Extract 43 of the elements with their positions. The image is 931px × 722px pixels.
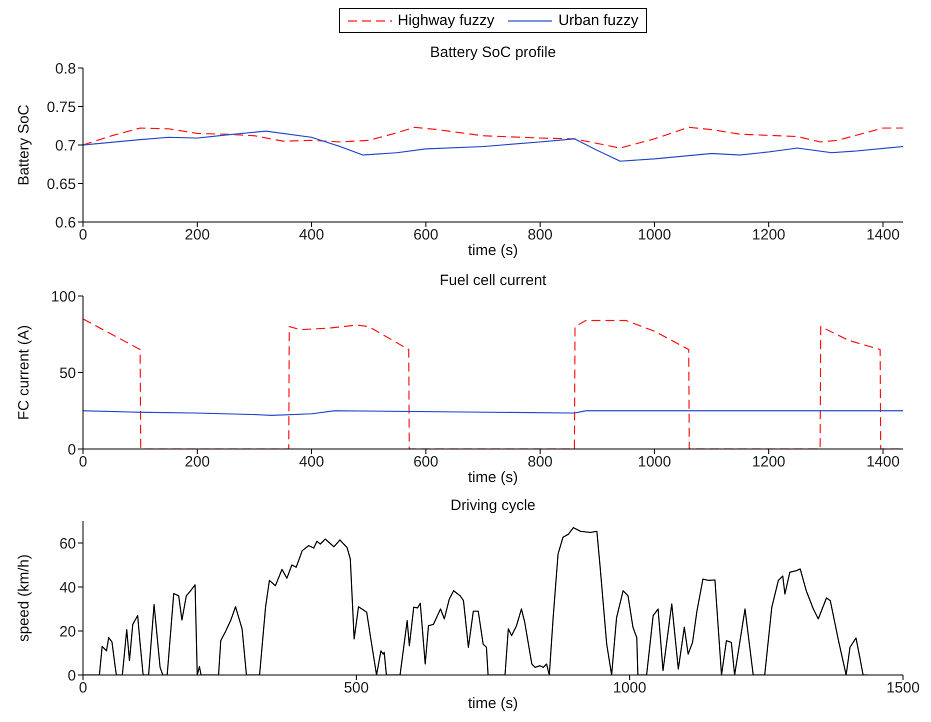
y-axis-title: speed (km/h) bbox=[15, 554, 32, 642]
x-tick-label: 1200 bbox=[752, 226, 786, 244]
x-tick-label: 500 bbox=[344, 680, 369, 697]
y-tick-label: 100 bbox=[50, 288, 76, 306]
y-tick-label: 0 bbox=[68, 667, 76, 684]
y-tick-label: 0.6 bbox=[55, 214, 76, 232]
y-tick-label: 0 bbox=[68, 441, 76, 458]
x-tick-label: 400 bbox=[299, 454, 324, 471]
y-tick-label: 60 bbox=[59, 535, 76, 552]
y-tick-label: 0.7 bbox=[55, 137, 76, 154]
x-tick-label: 1000 bbox=[612, 680, 646, 697]
x-tick-label: 1000 bbox=[638, 454, 672, 471]
x-tick-label: 200 bbox=[184, 454, 210, 471]
y-tick-label: 20 bbox=[59, 623, 76, 640]
y-axis-title: FC current (A) bbox=[15, 324, 32, 420]
x-tick-label: 0 bbox=[78, 226, 88, 244]
x-axis-title: time (s) bbox=[467, 695, 519, 713]
x-tick-label: 800 bbox=[528, 454, 553, 471]
x-tick-label: 600 bbox=[413, 226, 438, 244]
y-tick-label: 40 bbox=[59, 579, 76, 596]
chart-title: Fuel cell current bbox=[438, 272, 548, 289]
x-tick-label: 600 bbox=[413, 454, 438, 471]
x-tick-label: 0 bbox=[78, 454, 88, 471]
y-tick-label: 0.75 bbox=[46, 98, 76, 116]
chart-title: Battery SoC profile bbox=[429, 44, 557, 61]
x-axis-title: time (s) bbox=[467, 469, 519, 487]
x-tick-label: 1400 bbox=[866, 226, 900, 244]
x-tick-label: 1500 bbox=[886, 680, 920, 697]
y-tick-label: 0.8 bbox=[55, 60, 76, 78]
x-tick-label: 0 bbox=[78, 680, 88, 697]
legend-label: Highway fuzzy bbox=[398, 12, 494, 29]
y-tick-label: 0.65 bbox=[46, 176, 76, 193]
chart-title: Driving cycle bbox=[449, 497, 537, 514]
y-tick-label: 50 bbox=[59, 364, 76, 382]
legend-label: Urban fuzzy bbox=[558, 12, 638, 29]
x-tick-label: 1400 bbox=[866, 454, 900, 471]
x-tick-label: 1200 bbox=[752, 454, 786, 471]
y-axis-title: Battery SoC bbox=[15, 104, 32, 186]
x-tick-label: 200 bbox=[184, 226, 210, 244]
x-tick-label: 800 bbox=[528, 226, 553, 244]
x-axis-title: time (s) bbox=[467, 242, 519, 260]
x-tick-label: 400 bbox=[299, 226, 324, 244]
x-tick-label: 1000 bbox=[638, 226, 672, 244]
